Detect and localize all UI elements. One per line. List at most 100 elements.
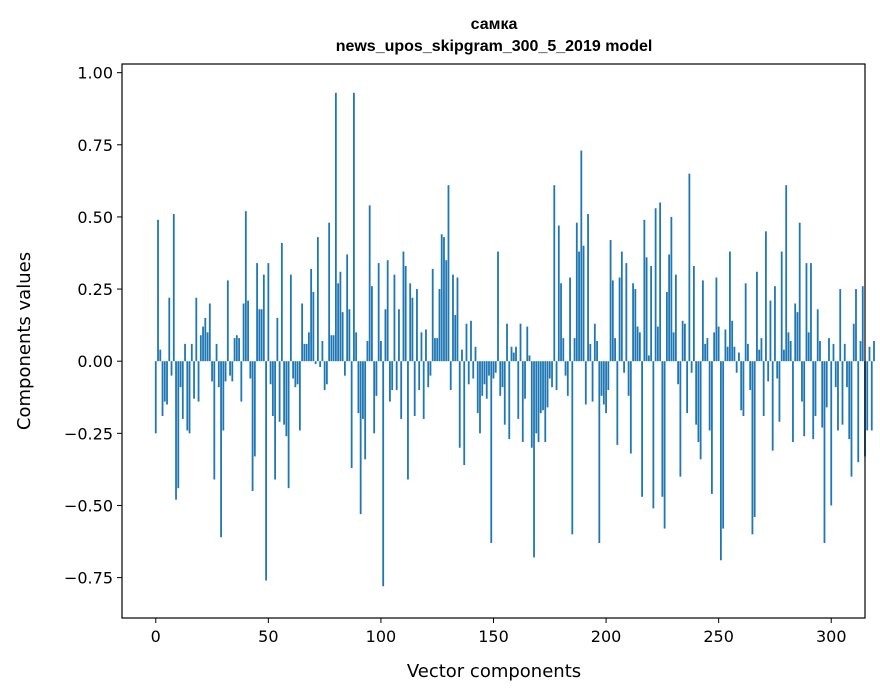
bar (454, 315, 457, 362)
bar (812, 361, 815, 440)
bar (161, 361, 164, 417)
bar (704, 343, 707, 362)
bar (825, 361, 828, 408)
bar (855, 289, 857, 362)
bar (598, 361, 601, 543)
bar (629, 361, 632, 454)
bar (798, 222, 801, 362)
bar (589, 343, 592, 362)
bar (634, 289, 637, 362)
bar (771, 361, 774, 451)
bar (208, 303, 211, 362)
bar (172, 214, 175, 362)
bar (294, 361, 297, 388)
x-axis: 0 50 100 150 200 250 300 (151, 618, 847, 646)
chart-title: самка (471, 16, 518, 33)
bar (778, 361, 781, 422)
bar (596, 341, 598, 362)
bar (796, 312, 799, 362)
bar (578, 251, 580, 362)
bar (706, 338, 709, 362)
bar (814, 361, 817, 417)
y-tick-label: 0.50 (77, 208, 113, 227)
bar (850, 361, 853, 477)
bar (517, 361, 520, 419)
x-tick-label: 250 (703, 627, 734, 646)
bar (839, 289, 842, 362)
bar (584, 361, 587, 405)
bar (591, 361, 594, 402)
bar (654, 208, 657, 362)
bar (848, 361, 851, 440)
bar (566, 361, 569, 396)
bar (677, 361, 680, 385)
bar (177, 361, 180, 489)
bar (278, 361, 281, 422)
bar (816, 309, 819, 362)
bar (436, 338, 439, 362)
bar (438, 289, 441, 362)
bar (366, 341, 369, 362)
bar (348, 309, 351, 362)
bar (157, 219, 159, 362)
bar (389, 361, 391, 402)
bar (447, 185, 450, 362)
bar (668, 254, 671, 362)
bar (499, 361, 502, 396)
bar (866, 361, 869, 431)
bar (593, 323, 596, 362)
bar (600, 361, 603, 396)
bar (560, 283, 562, 362)
bar (355, 332, 358, 362)
bar (546, 361, 549, 408)
bar (571, 361, 574, 535)
bar (296, 361, 299, 385)
bar (501, 361, 504, 388)
bar (623, 361, 625, 373)
bar (683, 323, 686, 362)
bar (665, 291, 668, 362)
bar (224, 361, 227, 382)
bar (434, 338, 436, 362)
bar (357, 361, 360, 414)
bar (465, 323, 468, 362)
bar (346, 254, 349, 362)
bar (643, 219, 646, 362)
bar (832, 343, 835, 362)
bar (544, 361, 547, 442)
bar (605, 361, 607, 414)
bar (476, 361, 479, 414)
bar (731, 320, 734, 362)
bar (199, 335, 202, 362)
bar (758, 349, 761, 362)
bar (190, 343, 193, 362)
bar (373, 361, 376, 434)
bar (533, 361, 535, 558)
bar (510, 346, 513, 362)
bar (659, 202, 662, 362)
bar (794, 303, 797, 362)
bar (456, 277, 459, 362)
bar (645, 257, 648, 362)
bar (535, 361, 538, 434)
bar (611, 280, 614, 362)
bar (503, 361, 506, 425)
bar (756, 271, 758, 362)
bar (440, 234, 443, 362)
bar (285, 361, 288, 437)
bar (774, 286, 776, 362)
bar (852, 323, 855, 362)
bar (492, 361, 495, 379)
bar (713, 332, 716, 362)
y-axis-label: Components values (14, 252, 35, 430)
bar (222, 361, 225, 431)
bar (235, 335, 238, 362)
bar (783, 349, 785, 362)
bar (803, 361, 806, 437)
bar (762, 361, 765, 417)
bar (787, 332, 790, 362)
bar (708, 361, 711, 431)
bar (287, 361, 290, 489)
bar (240, 361, 243, 402)
bar (166, 361, 168, 405)
